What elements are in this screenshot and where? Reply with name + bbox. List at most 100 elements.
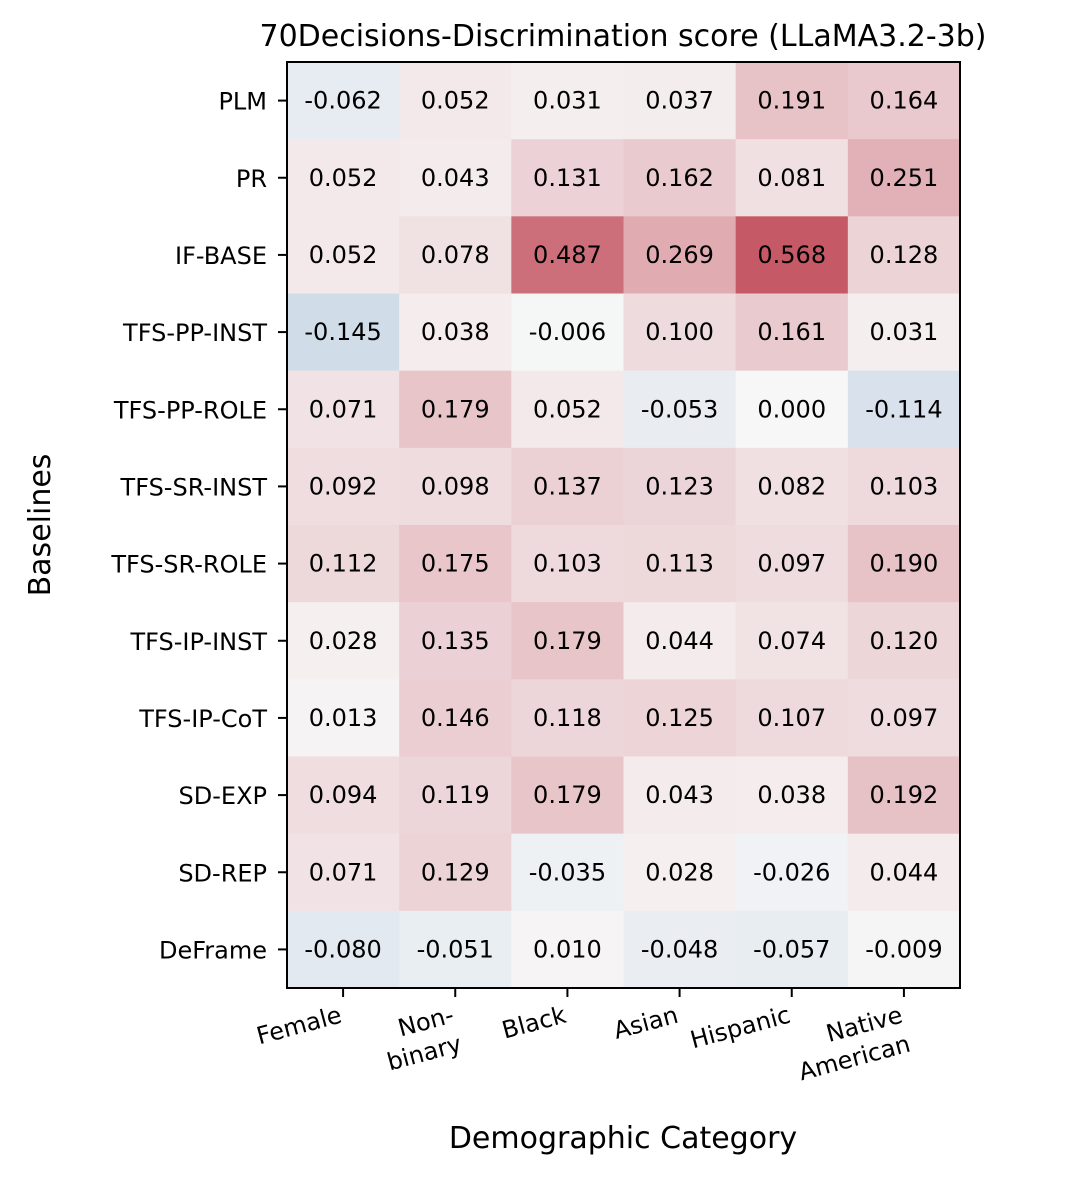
cell-value-label: 0.146 (421, 704, 490, 732)
heatmap-cell (623, 216, 737, 294)
chart-title: 70Decisions-Discrimination score (LLaMA3… (260, 19, 987, 54)
heatmap-cell (511, 910, 624, 989)
cell-value-label: 0.097 (870, 704, 939, 732)
heatmap-cell (399, 910, 512, 989)
cell-value-label: -0.009 (865, 935, 942, 963)
heatmap-cell (399, 679, 512, 757)
y-tick-label: PLM (218, 88, 267, 116)
cell-value-label: 0.043 (645, 781, 714, 809)
cell-value-label: 0.081 (757, 164, 826, 192)
heatmap-cell (623, 679, 737, 757)
cell-value-label: 0.162 (645, 164, 714, 192)
heatmap-cell (287, 293, 400, 372)
plot-frame (286, 61, 961, 989)
cell-value-label: 0.135 (421, 627, 490, 655)
cell-value-label: 0.161 (757, 318, 826, 346)
heatmap-cell (623, 756, 737, 835)
cell-value-label: 0.192 (870, 781, 939, 809)
heatmap-cell (735, 216, 849, 294)
heatmap-cell (847, 679, 961, 757)
y-tick-label: SD-REP (178, 859, 267, 887)
heatmap-cell (399, 756, 512, 835)
cell-value-label: 0.043 (421, 164, 490, 192)
cell-value-label: 0.052 (533, 395, 602, 423)
cell-value-label: 0.251 (870, 164, 939, 192)
y-tick-label: TFS-PP-ROLE (113, 396, 267, 424)
heatmap-cell (847, 216, 961, 294)
heatmap-cell (623, 139, 737, 217)
heatmap-cell (511, 525, 624, 603)
x-tick-label: Female (254, 1001, 345, 1051)
heatmap-cell (511, 216, 624, 294)
cell-value-label: 0.071 (309, 858, 378, 886)
heatmap-cell (399, 525, 512, 603)
heatmap-cell (511, 602, 624, 680)
y-axis-label: Baselines (23, 454, 58, 597)
heatmap-cell (623, 370, 737, 449)
heatmap-cell (735, 293, 849, 372)
y-tick-label: TFS-IP-INST (129, 628, 267, 656)
heatmap-cell (511, 62, 624, 140)
x-tick-label: Black (499, 1001, 569, 1045)
cell-value-label: 0.113 (645, 550, 714, 578)
heatmap-cell (735, 525, 849, 603)
heatmap-cell (735, 370, 849, 449)
cell-value-label: 0.120 (870, 627, 939, 655)
cell-value-label: 0.179 (421, 395, 490, 423)
heatmap-cell (287, 910, 400, 989)
heatmap-cell (623, 293, 737, 372)
cell-value-label: 0.013 (309, 704, 378, 732)
cell-value-label: 0.123 (645, 472, 714, 500)
heatmap-cell (735, 139, 849, 217)
y-tick-label: IF-BASE (175, 242, 267, 270)
cell-value-label: 0.052 (309, 164, 378, 192)
heatmap-cell (623, 602, 737, 680)
heatmap-cell (847, 602, 961, 680)
heatmap-cell (511, 679, 624, 757)
heatmap-cell (287, 833, 400, 912)
heatmap-cell (399, 216, 512, 294)
cell-value-label: 0.119 (421, 781, 490, 809)
x-tick-label: Hispanic (687, 1001, 793, 1055)
cell-value-label: 0.487 (533, 241, 602, 269)
heatmap-cell (847, 525, 961, 603)
cell-value-label: 0.190 (870, 550, 939, 578)
cell-value-label: -0.006 (529, 318, 606, 346)
cell-value-label: 0.031 (870, 318, 939, 346)
heatmap-cell (735, 756, 849, 835)
heatmap-cell (847, 910, 961, 989)
heatmap-cell (287, 447, 400, 526)
y-tick-label: PR (236, 165, 267, 193)
cell-value-label: 0.037 (645, 87, 714, 115)
heatmap-cell (511, 756, 624, 835)
cell-value-label: 0.097 (757, 550, 826, 578)
cell-value-label: 0.128 (870, 241, 939, 269)
heatmap-cell (287, 62, 400, 140)
heatmap-cell (735, 679, 849, 757)
x-tick-label: NativeAmerican (788, 1001, 913, 1087)
cell-value-label: 0.137 (533, 472, 602, 500)
heatmap-cell (399, 370, 512, 449)
heatmap-cell (735, 447, 849, 526)
y-axis: PLM PR IF-BASE TFS-PP-INST TFS-PP-ROLE TFS-SR… (110, 88, 287, 964)
heatmap-cell (735, 833, 849, 912)
heatmap-cell-labels: -0.062 0.052 0.031 0.037 0.191 0.164 0.052 0.04… (304, 87, 942, 964)
cell-value-label: 0.031 (533, 87, 602, 115)
cell-value-label: 0.071 (309, 395, 378, 423)
cell-value-label: 0.107 (757, 704, 826, 732)
cell-value-label: 0.129 (421, 858, 490, 886)
heatmap-cell (399, 833, 512, 912)
cell-value-label: -0.053 (641, 395, 718, 423)
y-tick-label: TFS-SR-INST (120, 473, 268, 501)
cell-value-label: 0.568 (757, 241, 826, 269)
cell-value-label: 0.118 (533, 704, 602, 732)
heatmap-cell (399, 602, 512, 680)
cell-value-label: 0.038 (421, 318, 490, 346)
cell-value-label: 0.028 (309, 627, 378, 655)
cell-value-label: -0.062 (304, 87, 381, 115)
heatmap-cell (287, 139, 400, 217)
cell-value-label: 0.044 (645, 627, 714, 655)
cell-value-label: 0.028 (645, 858, 714, 886)
